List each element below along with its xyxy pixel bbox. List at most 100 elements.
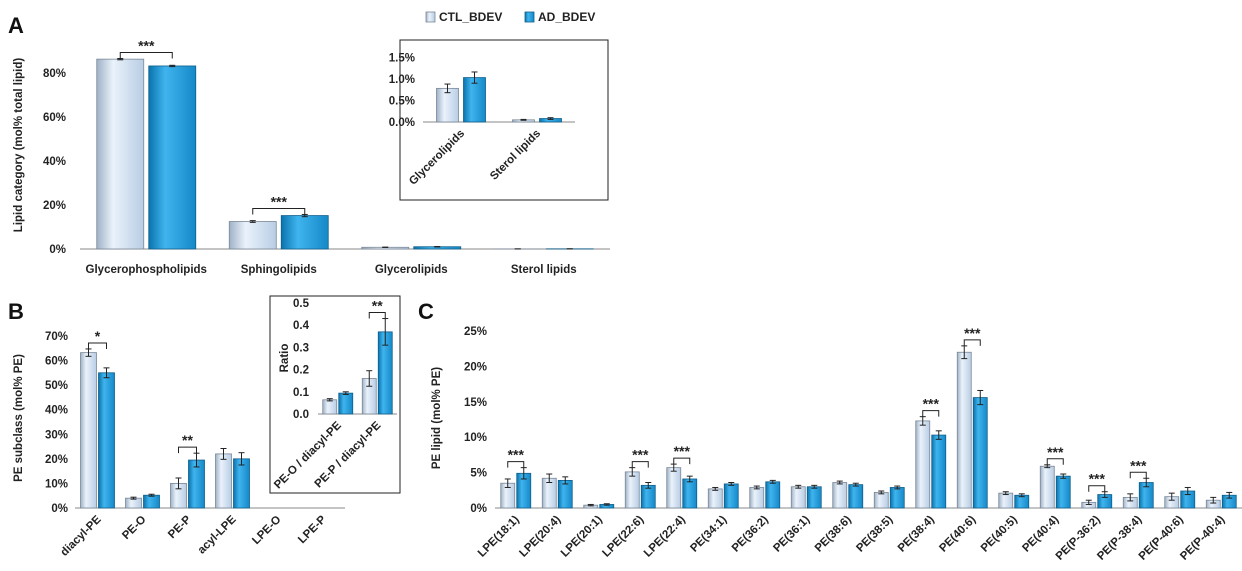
x-category-label: PE(P-40:4) [1178,514,1227,563]
y-axis-label: PE subclass (mol% PE) [13,354,25,482]
error-bar [811,484,818,489]
y-tick-label: 0% [51,503,68,515]
bar-ad-c [889,487,905,509]
bar-ctl-b [80,352,97,509]
error-bar [836,480,843,485]
y-tick-label: 1.5% [389,52,415,64]
y-tick-label: 0.5 [293,298,310,310]
significance-stars: *** [632,447,649,463]
significance-stars: *** [964,325,981,341]
error-bar [878,490,885,495]
bar-ctl-c [707,488,723,509]
bar-ad-c [1055,475,1071,509]
x-category-label: Glycerophospholipids [86,264,207,276]
error-bar [1226,491,1233,499]
x-category-label: PE(40:6) [937,514,978,555]
y-axis-label: Ratio [279,344,291,373]
bar-ctl-b-inset [322,399,338,415]
error-bar [130,496,137,500]
inset-frame-a-inset [399,39,609,201]
bar-ad-b [98,372,115,509]
y-tick-label: 80% [43,68,66,80]
y-tick-label: 40% [45,405,68,417]
bar-ctl-a [96,58,145,250]
bar-ad-b [143,494,160,509]
x-category-label: PE(36:2) [730,514,771,555]
x-category-label: LPE(20:4) [517,514,563,560]
y-tick-label: 0.5% [389,95,415,107]
error-bar [587,503,594,507]
x-category-label: PE(40:5) [979,514,1020,555]
error-bar [471,71,478,84]
error-bar [1184,486,1191,496]
significance-bracket: *** [673,443,691,465]
x-category-label: Sterol lipids [511,264,577,276]
significance-stars: *** [138,37,155,53]
significance-bracket: *** [252,193,306,215]
y-tick-label: 70% [45,331,68,343]
significance-stars: *** [674,443,691,459]
panel-a-inset: 0.0%0.5%1.0%1.5%Glycerolipids Sterol lipi… [389,39,609,201]
error-bar [169,64,176,68]
significance-bracket: *** [963,325,981,346]
error-bar [728,482,735,486]
error-bar [712,486,719,491]
error-bar [1018,493,1025,498]
error-bar [1060,473,1067,479]
y-tick-label: 0.0% [389,117,415,129]
bar-ctl-c [998,492,1014,509]
x-category-label: Sphingolipids [241,264,317,276]
x-category-label: PE(36:1) [771,514,812,555]
x-category-label: LPE(20:1) [559,514,605,560]
legend-label-ctl: CTL_BDEV [439,10,502,24]
significance-stars: *** [508,447,525,463]
x-category-label: LPE-O [250,514,283,547]
y-axis-label: PE lipid (mol% PE) [431,367,443,469]
error-bar [686,475,693,483]
error-bar [148,493,155,497]
bar-ad-c [640,484,656,509]
error-bar [1210,496,1217,504]
significance-stars: ** [372,298,383,314]
bar-ctl-c [956,351,972,509]
significance-stars: ** [182,432,193,448]
y-tick-label: 5% [470,468,487,480]
error-bar [1168,492,1175,501]
error-bar [103,367,110,379]
y-tick-label: 40% [43,156,66,168]
legend: CTL_BDEV AD_BDEV [425,10,595,24]
error-bar [894,485,901,490]
chart-panels: 0% 20% 40% 60% 80% Lipid category (mol% total… [13,37,1242,563]
bar-ad-c [765,481,781,509]
significance-stars: *** [1089,471,1106,487]
bar-ctl-c [1039,465,1055,509]
y-tick-label: 30% [45,429,68,441]
significance-bracket: ** [368,298,386,319]
bar-ctl-c [790,486,806,509]
bar-ad-c [931,434,947,509]
x-category-label: acyl-LPE [196,513,239,556]
y-tick-label: 50% [45,380,68,392]
bar-ad-c [848,484,864,509]
significance-stars: * [95,328,101,344]
y-axis-label: Lipid category (mol% total lipid) [13,58,25,233]
bar-ad-c [723,483,739,509]
y-tick-label: 1.0% [389,74,415,86]
x-category-label: PE-O [120,514,148,542]
x-category-label: LPE(22:4) [642,514,688,560]
significance-bracket: *** [922,396,939,417]
error-bar [1002,491,1009,496]
bar-ctl-c [915,420,931,509]
bar-ad-a [280,215,329,250]
bar-ctl-c [873,492,889,509]
bar-ad-a [148,65,197,250]
error-bar [444,83,451,94]
error-bar [852,482,859,487]
error-bar [326,398,333,402]
y-tick-label: 20% [43,200,66,212]
significance-stars: *** [271,193,288,209]
significance-bracket: *** [1088,471,1106,492]
error-bar [546,473,553,484]
panel-label-b: B [8,299,24,324]
